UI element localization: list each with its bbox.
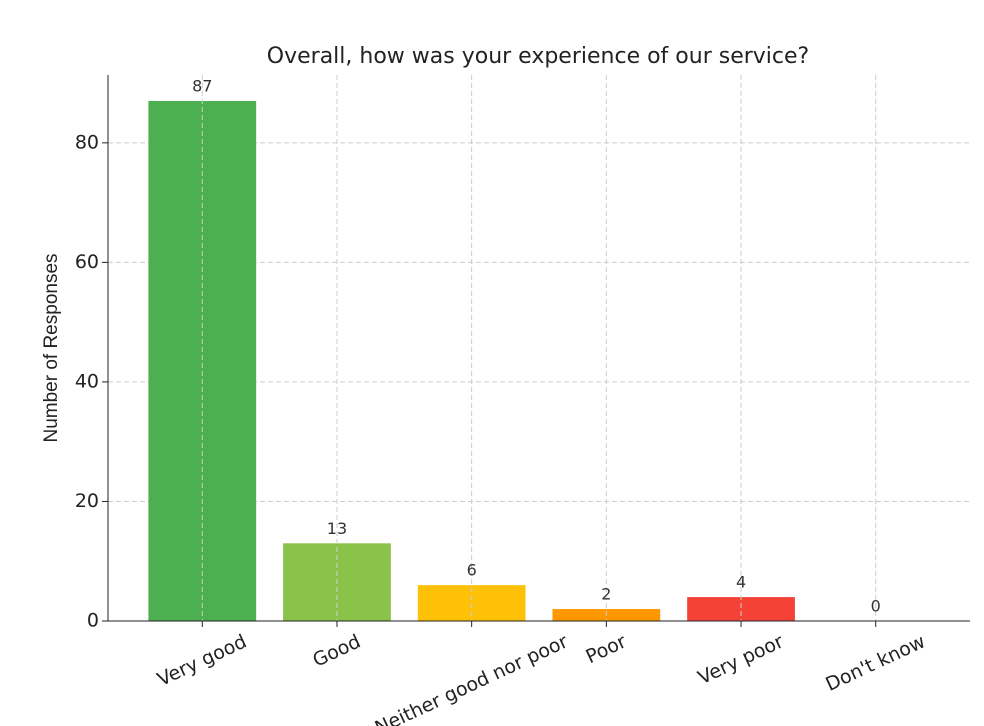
- x-tick-label: Poor: [583, 630, 630, 668]
- y-axis-label: Number of Responses: [41, 253, 62, 442]
- chart-title: Overall, how was your experience of our …: [267, 44, 809, 69]
- y-tick-label: 40: [75, 370, 99, 392]
- data-label: 87: [192, 77, 212, 96]
- y-tick-label: 20: [75, 490, 99, 512]
- data-label: 4: [736, 573, 746, 592]
- y-tick-label: 60: [75, 251, 99, 273]
- x-tick-label: Very good: [154, 631, 250, 691]
- x-tick-label: Very poor: [695, 630, 787, 689]
- bar: [687, 597, 795, 621]
- x-tick-label: Good: [309, 631, 364, 672]
- data-label: 2: [601, 585, 611, 604]
- y-tick-label: 0: [87, 610, 99, 632]
- x-tick-label: Neither good nor poor: [372, 630, 572, 726]
- y-tick-label: 80: [75, 131, 99, 153]
- x-tick-label: Don't know: [822, 631, 928, 696]
- data-label: 13: [327, 519, 347, 538]
- data-label: 0: [871, 597, 881, 616]
- data-label: 6: [467, 561, 477, 580]
